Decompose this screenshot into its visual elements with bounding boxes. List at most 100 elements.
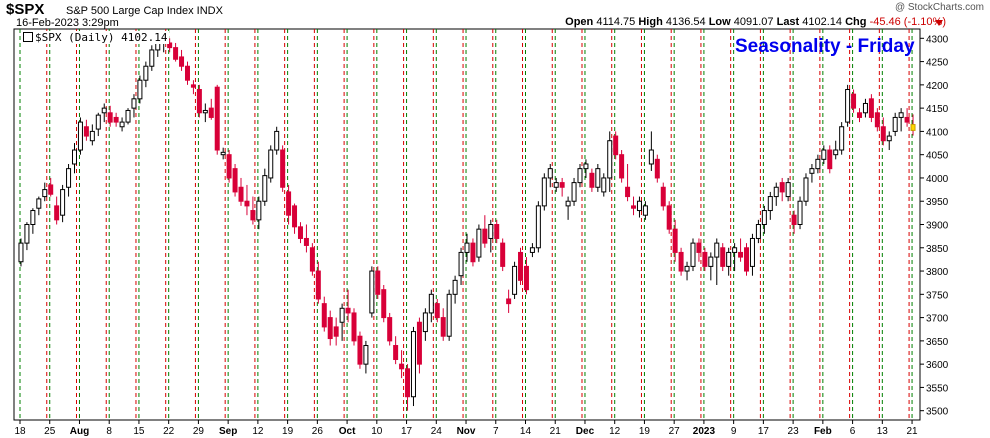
candle-body (422, 312, 428, 333)
open-label: Open (565, 16, 594, 28)
candle-body (773, 186, 779, 198)
y-tick-label: 3600 (926, 360, 949, 371)
candle-body (125, 109, 131, 123)
candle-body (506, 298, 512, 305)
candle-body (458, 251, 464, 277)
candle-body (315, 270, 321, 300)
candle-body (749, 237, 755, 267)
candle-body (654, 158, 660, 179)
candle-body (345, 307, 351, 314)
candle-body (690, 242, 696, 267)
x-tick-label: Oct (339, 426, 356, 437)
candle-body (631, 205, 637, 209)
candle-body (862, 102, 868, 114)
candle-body (488, 224, 494, 239)
candle-body (173, 47, 179, 60)
candle-body (851, 93, 857, 109)
candle-body (60, 189, 66, 216)
candle-body (101, 107, 107, 114)
candle-body (714, 242, 720, 258)
x-tick-label: 18 (14, 426, 26, 437)
candle-body (613, 135, 619, 156)
candle-body (208, 107, 214, 118)
x-tick-label: 15 (133, 426, 145, 437)
candle-body (880, 126, 886, 142)
x-tick-label: 21 (906, 426, 918, 437)
candle-body (107, 112, 113, 123)
candle-body (702, 251, 708, 267)
candle-body (696, 242, 702, 253)
candle-body (321, 303, 327, 328)
x-tick-label: 8 (106, 426, 112, 437)
security-name: S&P 500 Large Cap Index INDX (66, 5, 223, 17)
candle-body (381, 289, 387, 319)
candle-body (892, 116, 898, 132)
candle-body (898, 112, 904, 118)
candle-body (904, 116, 910, 123)
high-label: High (638, 16, 663, 28)
x-tick-label: 17 (758, 426, 770, 437)
candle-body (660, 186, 666, 207)
candle-body (547, 168, 553, 179)
candle-body (220, 151, 226, 156)
candle-body (137, 79, 143, 100)
x-tick-label: 29 (193, 426, 205, 437)
down-arrow-icon (935, 20, 943, 26)
candle-body (791, 214, 797, 225)
x-tick-label: 2023 (693, 426, 716, 437)
high-value: 4136.54 (665, 16, 706, 28)
candle-body (280, 149, 286, 188)
candle-body (428, 293, 434, 314)
x-tick-label: Nov (457, 426, 476, 437)
candle-body (399, 363, 405, 370)
y-tick-label: 3850 (926, 244, 949, 255)
y-tick-label: 3950 (926, 197, 949, 208)
candle-body (523, 265, 529, 291)
candle-body (666, 205, 672, 230)
candle-body (42, 189, 48, 198)
x-tick-label: 22 (163, 426, 175, 437)
candle-body (684, 265, 690, 272)
candle-body (54, 205, 60, 221)
plot-frame (13, 28, 921, 421)
candle-body (529, 247, 535, 253)
x-tick-label: 17 (401, 426, 413, 437)
candle-body (327, 317, 333, 340)
x-tick-label: 13 (877, 426, 889, 437)
candle-body (738, 251, 744, 258)
candle-body (625, 186, 631, 198)
y-tick-label: 4050 (926, 151, 949, 162)
x-tick-label: 25 (44, 426, 56, 437)
candle-body (167, 42, 173, 49)
x-tick-label: Aug (70, 426, 89, 437)
candle-body (250, 210, 256, 221)
candle-body (48, 184, 54, 195)
candle-body (119, 121, 125, 128)
x-tick-label: 10 (371, 426, 383, 437)
candle-body (71, 149, 77, 165)
x-tick-label: 27 (669, 426, 681, 437)
candle-body (113, 116, 119, 123)
candle-body (89, 130, 95, 142)
candle-body (886, 135, 892, 142)
candle-body (149, 49, 155, 67)
candle-body (678, 251, 684, 272)
candle-body (244, 200, 250, 207)
candle-body (405, 368, 411, 398)
candle-body (607, 140, 613, 179)
candle-body (553, 182, 559, 188)
candle-body (363, 345, 369, 365)
candle-body (18, 242, 24, 263)
x-tick-label: 7 (493, 426, 499, 437)
y-tick-label: 4250 (926, 58, 949, 69)
candle-body (375, 270, 381, 295)
y-tick-label: 3900 (926, 221, 949, 232)
candle-body (83, 126, 89, 137)
candle-body (827, 149, 833, 170)
x-tick-label: 23 (788, 426, 800, 437)
candle-body (874, 112, 880, 128)
y-tick-label: 4200 (926, 81, 949, 92)
candle-body (292, 205, 298, 228)
candle-body (274, 130, 280, 151)
candle-body (815, 158, 821, 170)
